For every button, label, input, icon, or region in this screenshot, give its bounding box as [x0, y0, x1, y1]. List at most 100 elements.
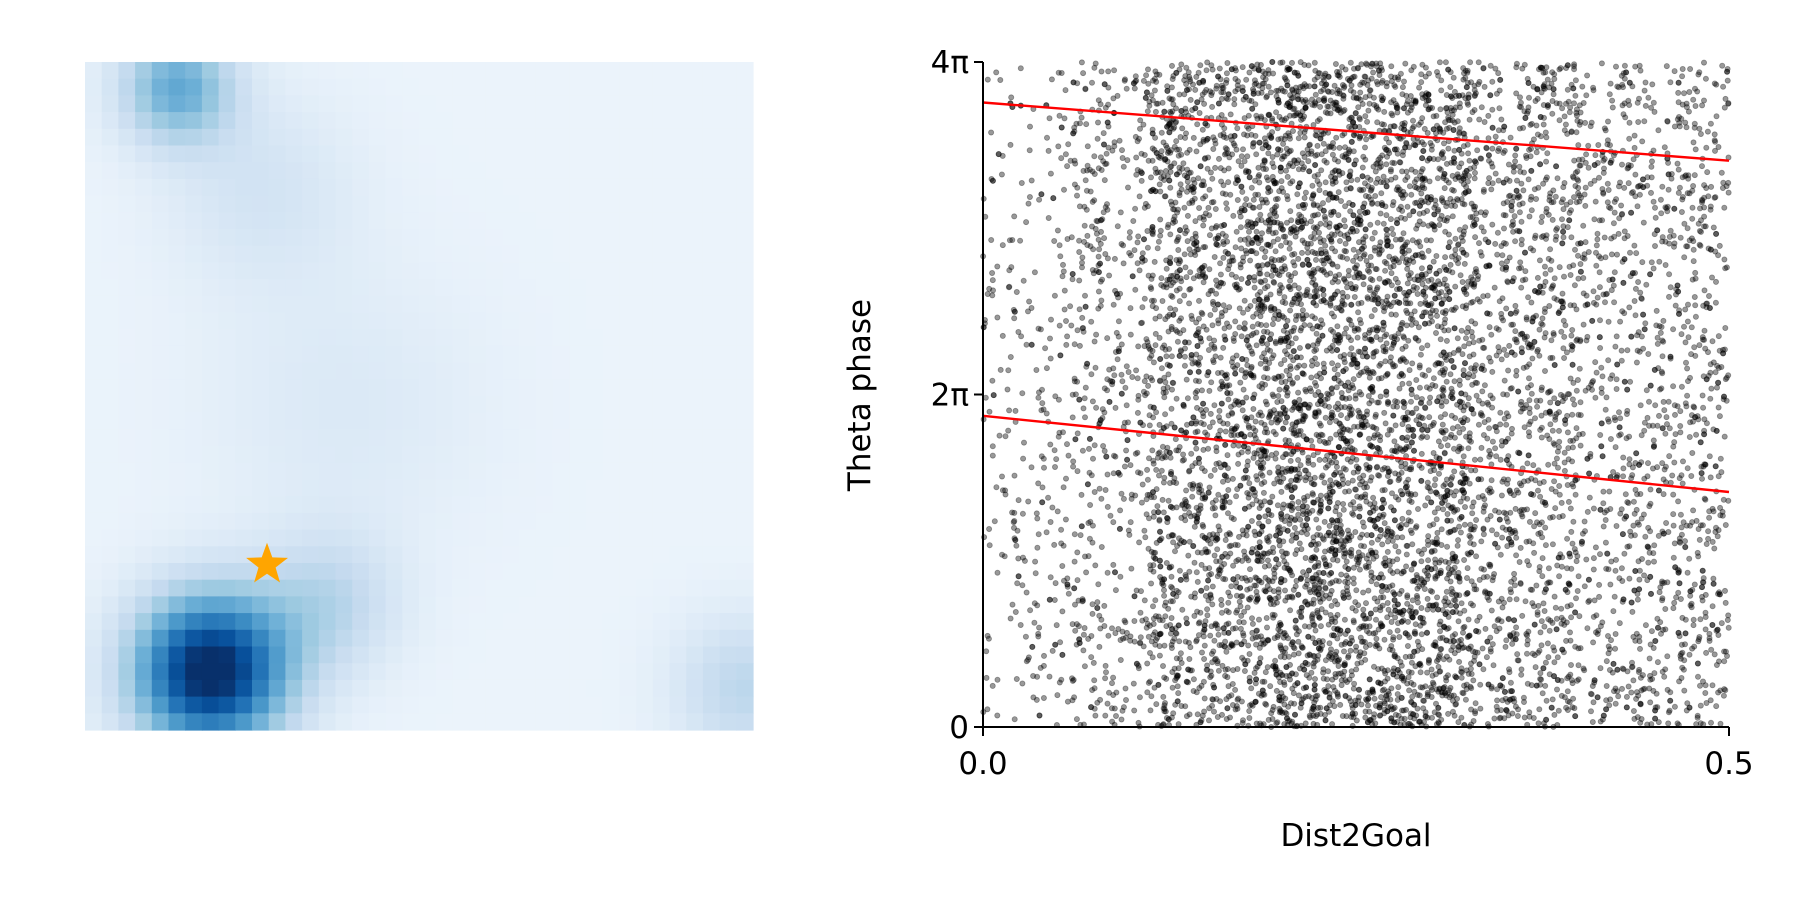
scatter-point: [1410, 258, 1417, 265]
heatmap-cell: [118, 596, 136, 614]
scatter-point: [1642, 320, 1649, 327]
heatmap-cell: [719, 262, 737, 280]
heatmap-cell: [702, 496, 721, 514]
heatmap-cell: [469, 195, 487, 213]
scatter-point: [1437, 126, 1444, 133]
scatter-point: [1328, 459, 1335, 466]
heatmap-cell: [101, 563, 119, 581]
heatmap-cell: [285, 546, 303, 564]
heatmap-cell: [352, 162, 370, 180]
scatter-point: [1545, 616, 1552, 623]
scatter-point: [1647, 500, 1654, 507]
scatter-point: [1149, 447, 1156, 454]
heatmap-cell: [619, 229, 637, 247]
scatter-point: [1412, 334, 1419, 341]
heatmap-cell: [201, 312, 220, 330]
heatmap-cell: [402, 245, 420, 263]
scatter-point: [1559, 216, 1566, 223]
heatmap-cell: [402, 462, 420, 481]
scatter-point: [1078, 59, 1085, 66]
heatmap-cell: [151, 613, 170, 631]
scatter-point: [1399, 120, 1406, 127]
scatter-point: [1289, 59, 1296, 66]
heatmap-cell: [602, 379, 620, 397]
scatter-point: [1169, 585, 1176, 592]
heatmap-cell: [101, 663, 119, 681]
heatmap-cell: [636, 229, 654, 247]
scatter-point: [1040, 695, 1047, 702]
heatmap-cell: [419, 112, 437, 130]
heatmap-cell: [736, 412, 754, 430]
heatmap-cell: [318, 629, 337, 648]
scatter-point: [1545, 461, 1552, 468]
heatmap-cell: [719, 512, 737, 531]
scatter-point: [1645, 460, 1652, 467]
scatter-point: [1418, 434, 1425, 441]
heatmap-cell: [318, 479, 337, 497]
heatmap-cell: [586, 529, 604, 547]
heatmap-cell: [101, 95, 119, 113]
scatter-point: [1432, 539, 1439, 546]
heatmap-cell: [335, 529, 353, 547]
heatmap-cell: [469, 629, 487, 648]
scatter-point: [1203, 585, 1210, 592]
scatter-point: [1081, 625, 1088, 632]
scatter-point: [1489, 145, 1496, 152]
scatter-point: [1605, 357, 1612, 364]
scatter-point: [1296, 405, 1303, 412]
scatter-point: [1370, 494, 1377, 501]
scatter-point: [1265, 228, 1272, 235]
heatmap-cell: [402, 479, 420, 497]
scatter-point: [1295, 312, 1302, 319]
heatmap-cell: [736, 429, 754, 447]
heatmap-cell: [569, 579, 587, 597]
heatmap-cell: [201, 496, 220, 514]
heatmap-cell: [502, 663, 520, 681]
heatmap-cell: [636, 145, 654, 163]
scatter-point: [1558, 328, 1565, 335]
scatter-point: [1534, 519, 1541, 526]
scatter-point: [1390, 198, 1397, 205]
heatmap-cell: [519, 312, 537, 330]
heatmap-cell: [85, 613, 103, 631]
heatmap-cell: [652, 345, 671, 364]
heatmap-cell: [586, 329, 604, 347]
heatmap-cell: [419, 379, 437, 397]
scatter-point: [1597, 431, 1604, 438]
scatter-point: [1400, 188, 1407, 195]
heatmap-cell: [652, 696, 671, 714]
scatter-point: [1062, 87, 1069, 94]
scatter-point: [1350, 89, 1357, 96]
heatmap-cell: [168, 345, 186, 364]
scatter-point: [1200, 279, 1207, 286]
scatter-point: [1621, 228, 1628, 235]
heatmap-cell: [636, 279, 654, 297]
scatter-point: [1541, 608, 1548, 615]
scatter-point: [1511, 527, 1518, 534]
heatmap-cell: [201, 345, 220, 364]
heatmap-cell: [552, 529, 570, 547]
heatmap-cell: [719, 629, 737, 648]
heatmap-cell: [201, 396, 220, 414]
scatter-point: [1556, 117, 1563, 124]
scatter-point: [1281, 74, 1288, 81]
scatter-point: [1615, 693, 1622, 700]
scatter-point: [1275, 469, 1282, 476]
heatmap-cell: [452, 62, 470, 80]
scatter-point: [1270, 614, 1277, 621]
scatter-point: [1546, 302, 1553, 309]
heatmap-cell: [201, 579, 220, 597]
heatmap-cell: [602, 412, 620, 430]
scatter-point: [1344, 591, 1351, 598]
heatmap-cell: [452, 412, 470, 430]
heatmap-cell: [285, 229, 303, 247]
heatmap-cell: [435, 62, 453, 80]
heatmap-cell: [352, 329, 370, 347]
scatter-point: [1192, 86, 1199, 93]
heatmap-cell: [552, 679, 570, 698]
scatter-point: [1176, 298, 1183, 305]
scatter-point: [1232, 244, 1239, 251]
heatmap-cell: [619, 696, 637, 714]
scatter-point: [1081, 238, 1088, 245]
scatter-point: [1512, 152, 1519, 159]
